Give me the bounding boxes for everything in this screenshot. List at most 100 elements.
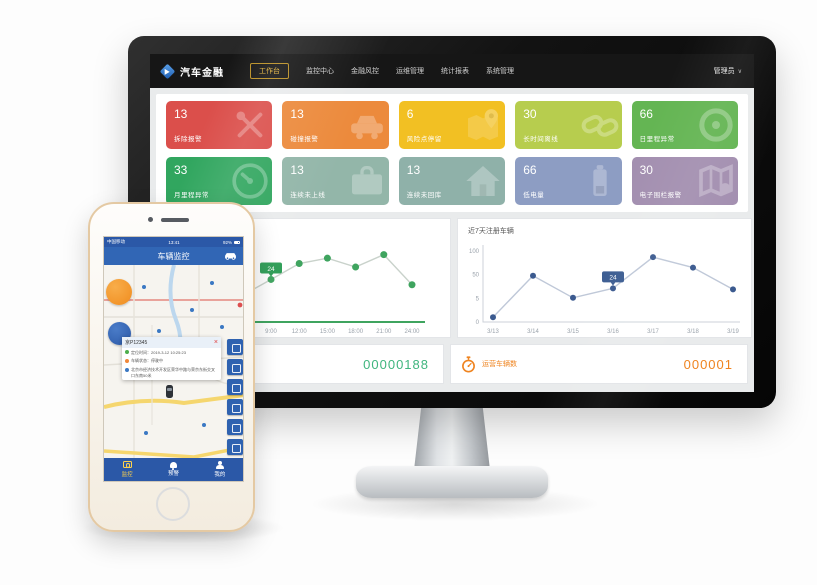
popup-row-status: 车辆状态：停驶中	[122, 357, 221, 366]
bell-icon	[169, 461, 177, 470]
map-tool-button-message[interactable]	[227, 419, 243, 435]
tile-not-online[interactable]: 13 连续未上线	[282, 157, 389, 205]
svg-text:3/13: 3/13	[487, 329, 499, 335]
user-icon	[215, 460, 225, 469]
top-navbar: 汽车金融 工作台 监控中心 金融风控 运维管理 统计报表 系统管理 管理员 ∨	[150, 54, 754, 88]
close-icon[interactable]: ×	[213, 339, 218, 346]
chevron-down-icon: ∨	[737, 68, 742, 75]
nav-tab-workbench[interactable]: 工作台	[250, 63, 289, 79]
operating-vehicles-counter: 运营车辆数 000001	[450, 344, 748, 384]
user-name: 管理员	[713, 68, 735, 75]
svg-text:3/17: 3/17	[647, 329, 659, 335]
monitor-stand-base	[356, 466, 548, 498]
map-pin-icon	[463, 105, 503, 145]
map-tool-button-command[interactable]	[227, 379, 243, 395]
tools-icon	[230, 105, 270, 145]
stopwatch-icon	[462, 355, 475, 372]
svg-text:3/15: 3/15	[567, 329, 579, 335]
clock-icon	[125, 350, 129, 354]
tile-collision-alarm[interactable]: 13 碰撞报警	[282, 101, 389, 149]
svg-text:24:00: 24:00	[404, 329, 420, 335]
map-tool-button-fence[interactable]	[227, 399, 243, 415]
earpiece-speaker	[161, 218, 189, 222]
nav-tab-ops-management[interactable]: 运维管理	[396, 68, 424, 75]
popup-header: 京P12345 ×	[122, 337, 221, 348]
dashboard-screen: 汽车金融 工作台 监控中心 金融风控 运维管理 统计报表 系统管理 管理员 ∨	[150, 54, 754, 392]
car-crash-icon	[347, 105, 387, 145]
svg-text:0: 0	[476, 320, 480, 326]
map[interactable]: 京P12345 × 定位时间：2019-3-12 10:25:23 车辆状态：停…	[104, 265, 243, 458]
counter-label: 运营车辆数	[482, 361, 517, 368]
map-tool-button-track[interactable]	[227, 339, 243, 355]
front-camera-icon	[148, 217, 153, 222]
tab-monitor[interactable]: 监控	[104, 458, 150, 481]
map-action-button-orange[interactable]	[106, 279, 132, 305]
weekly-register-chart: 近7天注册车辆 0 5 50 100 3/13 3/14 3/15 3/16 3/17 3/18 3…	[457, 218, 752, 338]
nav-tab-system[interactable]: 系统管理	[486, 68, 514, 75]
tile-low-battery[interactable]: 66 低电量	[515, 157, 622, 205]
svg-text:24: 24	[609, 275, 617, 282]
home-button[interactable]	[156, 487, 190, 521]
vehicle-info-popup: 京P12345 × 定位时间：2019-3-12 10:25:23 车辆状态：停…	[122, 337, 221, 381]
battery-icon	[234, 240, 240, 244]
weekly-register-chart-plot: 0 5 50 100 3/13 3/14 3/15 3/16 3/17 3/18 3/19 24	[469, 245, 740, 335]
tile-remove-alarm[interactable]: 13 拆除报警	[166, 101, 273, 149]
briefcase-icon	[347, 161, 387, 201]
brand-name: 汽车金融	[180, 67, 224, 79]
popup-row-time: 定位时间：2019-3-12 10:25:23	[122, 348, 221, 357]
counter-value: 000001	[683, 356, 733, 372]
battery-icon	[580, 161, 620, 201]
brand: 汽车金融	[159, 63, 224, 79]
phone: 中国移动 13:41 92% 车辆监控	[88, 202, 255, 532]
tile-long-offline[interactable]: 30 长时间离线	[515, 101, 622, 149]
map-icon	[696, 161, 736, 201]
popup-row-address: 北京市经济技术开发区荣华中路与荣京东街交叉口东南50米	[122, 366, 221, 381]
map-tool-button-more[interactable]	[227, 439, 243, 455]
svg-text:100: 100	[469, 249, 480, 255]
svg-text:12:00: 12:00	[292, 329, 308, 335]
vehicle-plate-label: 京P12345	[125, 340, 148, 346]
tile-not-returned[interactable]: 13 连续未回库	[398, 157, 506, 205]
vehicle-marker[interactable]	[166, 385, 173, 398]
pin-icon	[125, 367, 129, 372]
gauge-icon	[230, 161, 270, 201]
tab-bar: 监控 预警 我的	[104, 458, 243, 481]
phone-screen: 中国移动 13:41 92% 车辆监控	[103, 236, 244, 482]
tab-profile[interactable]: 我的	[197, 458, 243, 481]
page-title: 车辆监控	[157, 251, 190, 261]
svg-text:15:00: 15:00	[320, 329, 336, 335]
tile-geofence-alarm[interactable]: 30 电子围栏报警	[631, 157, 738, 205]
monitor: 汽车金融 工作台 监控中心 金融风控 运维管理 统计报表 系统管理 管理员 ∨	[128, 36, 776, 408]
tile-risk-point-stay[interactable]: 6 风险点停留	[398, 101, 506, 149]
app-logo-icon	[159, 63, 176, 79]
tire-icon	[696, 105, 736, 145]
svg-text:24: 24	[267, 266, 275, 273]
nav-tab-reports[interactable]: 统计报表	[441, 68, 469, 75]
battery-percent: 92%	[222, 239, 232, 245]
tile-monthly-mileage[interactable]: 33 月里程异常	[166, 157, 273, 205]
counter-value: 00000188	[363, 356, 429, 372]
map-tool-button-replay[interactable]	[227, 359, 243, 375]
car-icon[interactable]	[224, 251, 237, 260]
svg-text:21:00: 21:00	[376, 329, 392, 335]
chart-title: 近7天注册车辆	[468, 228, 514, 235]
status-icon	[125, 358, 129, 363]
house-icon	[463, 161, 503, 201]
hourly-alarm-chart-plot: 9:00 12:00 15:00 18:00 21:00 24:00 24	[251, 251, 425, 335]
svg-text:3/16: 3/16	[607, 329, 619, 335]
monitor-stand-neck	[414, 404, 490, 470]
svg-text:3/19: 3/19	[727, 329, 739, 335]
svg-text:3/18: 3/18	[687, 329, 699, 335]
camera-icon	[122, 461, 132, 469]
nav-tab-finance-risk[interactable]: 金融风控	[351, 68, 379, 75]
tab-alerts[interactable]: 预警	[150, 458, 196, 481]
nav-tab-monitor-center[interactable]: 监控中心	[306, 68, 334, 75]
svg-text:18:00: 18:00	[348, 329, 364, 335]
svg-text:5: 5	[476, 296, 480, 302]
tile-daily-mileage[interactable]: 66 日里程异常	[631, 101, 738, 149]
svg-text:3/14: 3/14	[527, 329, 539, 335]
svg-text:9:00: 9:00	[265, 329, 277, 335]
user-menu[interactable]: 管理员 ∨	[714, 66, 742, 76]
phone-navbar: 车辆监控	[104, 247, 243, 265]
